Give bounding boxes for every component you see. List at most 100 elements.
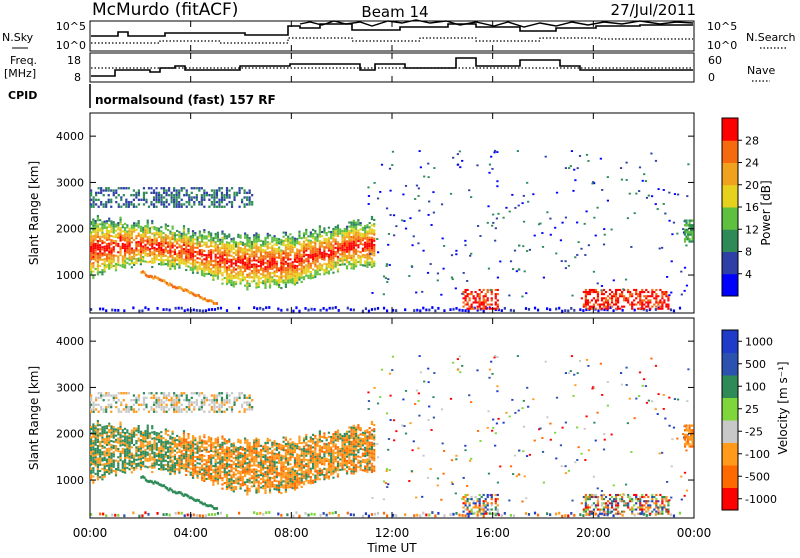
power-cell (341, 241, 343, 243)
velocity-cell (176, 462, 178, 464)
power-cell (144, 231, 146, 233)
power-cell (523, 221, 525, 223)
power-cell (113, 223, 115, 225)
power-cell (379, 191, 381, 193)
power-cell (310, 252, 312, 254)
velocity-cell (285, 453, 287, 455)
power-cell (573, 169, 575, 171)
power-cell (607, 306, 609, 308)
power-cell (160, 253, 162, 255)
power-cell (401, 219, 403, 221)
power-cell (310, 231, 312, 233)
power-cell (312, 250, 314, 252)
velocity-cell (113, 430, 115, 432)
velocity-cell (153, 460, 155, 462)
power-cell (601, 189, 603, 191)
power-cell (149, 229, 151, 231)
power-cell (126, 245, 128, 247)
power-cell (497, 213, 499, 215)
power-cell (124, 229, 126, 231)
velocity-cell (185, 466, 187, 468)
power-cell (355, 261, 357, 263)
velocity-cell (183, 449, 185, 451)
power-cell (289, 240, 291, 242)
power-cell (108, 247, 110, 249)
velocity-cell (264, 444, 266, 446)
power-cell (262, 255, 264, 257)
power-cell (427, 272, 429, 274)
power-cell (276, 269, 278, 271)
velocity-cell (283, 449, 285, 451)
velocity-cell (126, 452, 128, 454)
power-cell (289, 237, 291, 239)
velocity-cell (224, 482, 226, 484)
power-cell (283, 244, 285, 246)
power-cell (203, 206, 205, 208)
power-cell (561, 310, 563, 313)
velocity-cell (273, 448, 275, 450)
velocity-cell (106, 431, 108, 433)
velocity-cell (153, 458, 155, 460)
power-cell (312, 252, 314, 254)
power-cell (239, 280, 241, 282)
power-cell (283, 259, 285, 261)
power-cell (542, 246, 544, 248)
power-cell (218, 201, 220, 203)
power-cell (494, 150, 496, 152)
power-cell (271, 280, 273, 282)
power-cell (508, 295, 510, 297)
velocity-cell (113, 470, 115, 472)
power-cell (298, 310, 300, 313)
power-cell (192, 238, 194, 240)
power-cell (283, 236, 285, 238)
power-cell (630, 246, 632, 248)
velocity-cell (199, 440, 201, 442)
power-cell (165, 248, 167, 250)
velocity-cell (260, 478, 262, 480)
power-cell (641, 301, 643, 303)
power-cell (255, 232, 257, 234)
power-cell (260, 281, 262, 283)
power-cell (162, 259, 164, 261)
power-cell (142, 246, 144, 248)
power-cell (104, 258, 106, 260)
power-cell (169, 247, 171, 249)
power-cell (289, 265, 291, 267)
power-cell (278, 242, 280, 244)
power-cell (92, 250, 94, 252)
velocity-cell (269, 473, 271, 475)
power-cell (301, 245, 303, 247)
power-cell (366, 249, 368, 251)
power-cell (196, 187, 198, 189)
power-cell (215, 268, 217, 270)
power-cell (269, 266, 271, 268)
power-cell (160, 226, 162, 228)
power-cell (166, 192, 168, 194)
velocity-cell (101, 428, 103, 430)
velocity-cell (160, 446, 162, 448)
power-cell (228, 194, 230, 196)
velocity-cell (147, 460, 149, 462)
power-cell (171, 196, 173, 198)
power-cell (129, 257, 131, 259)
power-cell (110, 235, 112, 237)
velocity-cell (106, 450, 108, 452)
power-cell (601, 293, 603, 295)
velocity-cell (181, 467, 183, 469)
velocity-cell (283, 480, 285, 482)
power-cell (609, 293, 611, 295)
velocity-cell (122, 435, 124, 437)
power-cell (176, 240, 178, 242)
power-cell (305, 248, 307, 250)
power-cell (253, 243, 255, 245)
power-cell (119, 237, 121, 239)
velocity-cell (122, 444, 124, 446)
velocity-cell (219, 467, 221, 469)
velocity-cell (129, 441, 131, 443)
power-cell (319, 250, 321, 252)
velocity-cell (298, 484, 300, 486)
power-cell (123, 194, 125, 196)
power-cell (475, 297, 477, 299)
velocity-cell (119, 432, 121, 434)
velocity-cell (113, 453, 115, 455)
